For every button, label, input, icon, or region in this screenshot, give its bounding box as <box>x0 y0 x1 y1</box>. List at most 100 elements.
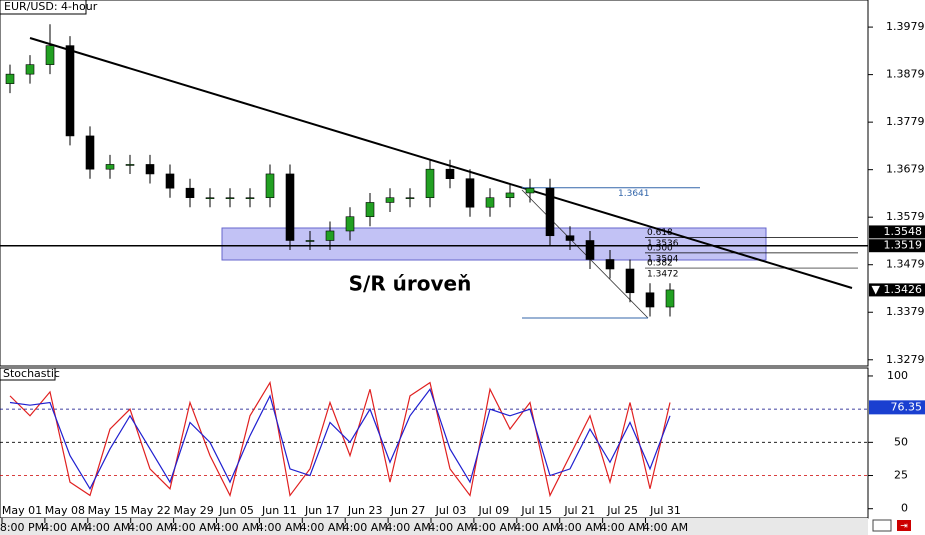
candle-body <box>485 197 495 208</box>
candle-body <box>205 197 215 200</box>
x-time-label: 4:00 AM <box>471 521 516 534</box>
x-date-label: Jul 09 <box>478 504 510 517</box>
candle-body <box>105 164 115 170</box>
chart-title: EUR/USD: 4-hour <box>4 0 98 13</box>
x-time-label: 4:00 AM <box>385 521 430 534</box>
candle-body <box>305 240 315 242</box>
fib-high-label: 1.3641 <box>618 189 650 199</box>
candle-body <box>465 178 475 208</box>
x-date-label: Jul 25 <box>606 504 638 517</box>
candle-body <box>545 187 555 237</box>
stoch-tick-label: 50 <box>894 435 908 448</box>
x-date-label: Jun 23 <box>347 504 383 517</box>
x-date-label: Jul 31 <box>649 504 681 517</box>
candle-body <box>605 259 615 270</box>
y-tick-label: 1.3979 <box>886 20 925 33</box>
sr-annotation: S/R úroveň <box>349 272 472 296</box>
fib-price: 1.3536 <box>647 239 679 249</box>
candle-body <box>145 164 155 175</box>
y-tick-label: 1.3679 <box>886 163 925 176</box>
x-date-label: Jul 21 <box>563 504 595 517</box>
price-mark-label: 1.3548 <box>884 225 923 238</box>
shift-icon[interactable] <box>897 520 911 531</box>
y-tick-label: 1.3379 <box>886 305 925 318</box>
x-time-label: 4:00 AM <box>343 521 388 534</box>
fib-ratio: 0.382 <box>647 259 673 269</box>
candle-body <box>665 289 675 308</box>
x-date-label: Jul 03 <box>435 504 467 517</box>
candle-body <box>525 187 535 194</box>
candle-body <box>45 45 55 65</box>
shift-icon-arrow: ⇥ <box>900 522 908 532</box>
title-box <box>0 0 87 15</box>
stoch-current-label: 76.35 <box>891 400 923 413</box>
stoch-line <box>9 387 671 491</box>
stoch-tick-label: 25 <box>894 469 908 482</box>
scroll-icon[interactable] <box>872 519 892 532</box>
candle-body <box>265 173 275 199</box>
y-tick-label: 1.3579 <box>886 210 925 223</box>
candle-body <box>385 197 395 203</box>
x-time-label: 4:00 AM <box>42 521 87 534</box>
fib-price: 1.3504 <box>647 254 679 264</box>
x-time-label: 4:00 AM <box>514 521 559 534</box>
x-time-label: 4:00 AM <box>643 521 688 534</box>
x-date-label: Jun 27 <box>390 504 426 517</box>
x-date-label: May 08 <box>45 504 85 517</box>
x-date-label: May 29 <box>173 504 213 517</box>
candle-body <box>25 64 35 75</box>
y-tick-label: 1.3879 <box>886 68 925 81</box>
x-date-label: Jun 17 <box>304 504 340 517</box>
y-tick-label: 1.3279 <box>886 353 925 366</box>
candle-body <box>325 230 335 241</box>
x-date-label: Jun 05 <box>218 504 254 517</box>
price-mark-label: 1.3519 <box>884 239 923 252</box>
y-tick-label: 1.3779 <box>886 115 925 128</box>
candle-body <box>345 216 355 232</box>
stoch-current-box <box>869 400 925 415</box>
candle-body <box>445 168 455 179</box>
stochastic-panel <box>0 367 869 519</box>
stoch-title: Stochastic <box>3 367 60 380</box>
x-time-label: 4:00 AM <box>128 521 173 534</box>
fib-diagonal <box>521 189 649 319</box>
x-date-label: May 22 <box>131 504 171 517</box>
candle-body <box>565 235 575 241</box>
candle-body <box>5 73 15 84</box>
fib-price: 1.3472 <box>647 270 679 280</box>
stoch-title-box <box>0 367 56 381</box>
x-time-label: 4:00 AM <box>214 521 259 534</box>
price-mark-label: ▼ 1.3426 <box>872 283 922 296</box>
x-time-label: 4:00 AM <box>85 521 130 534</box>
price-mark-box <box>869 283 925 297</box>
stoch-line <box>9 380 671 498</box>
x-time-label: 4:00 AM <box>600 521 645 534</box>
x-time-label: 4:00 AM <box>257 521 302 534</box>
candle-body <box>625 268 635 294</box>
x-date-label: May 01 <box>2 504 42 517</box>
candle-body <box>505 192 515 199</box>
candle-body <box>65 45 75 137</box>
candle-body <box>185 187 195 199</box>
x-time-label: 4:00 AM <box>171 521 216 534</box>
stoch-tick-label: 0 <box>901 502 908 515</box>
x-date-label: Jun 11 <box>261 504 297 517</box>
candle-body <box>125 164 135 166</box>
x-date-label: May 15 <box>88 504 128 517</box>
candle-body <box>425 168 435 199</box>
x-time-label: 4:00 AM <box>428 521 473 534</box>
y-tick-label: 1.3479 <box>886 258 925 271</box>
candle-body <box>365 202 375 218</box>
candle-body <box>645 292 655 308</box>
fib-ratio: 0.500 <box>647 243 673 253</box>
candle-body <box>225 197 235 200</box>
x-date-label: Jul 15 <box>520 504 552 517</box>
candle-body <box>585 240 595 260</box>
candle-body <box>285 173 295 241</box>
candle-body <box>165 173 175 189</box>
stoch-tick-label: 100 <box>887 369 908 382</box>
price-mark-box <box>869 239 925 253</box>
candle-body <box>405 197 415 200</box>
